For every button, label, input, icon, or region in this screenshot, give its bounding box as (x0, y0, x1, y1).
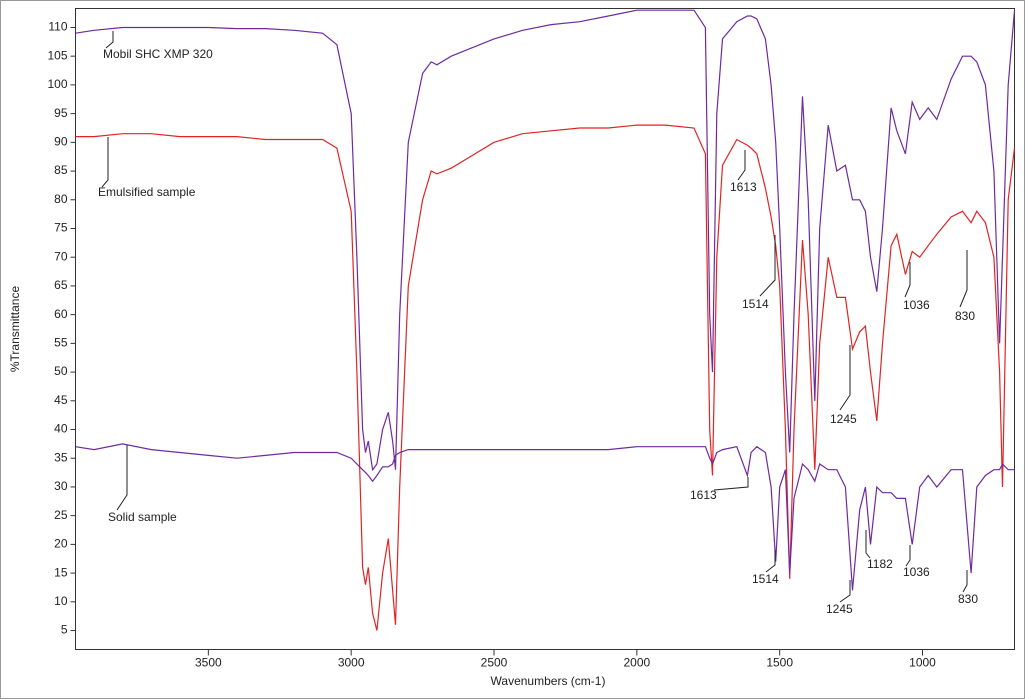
y-tick-label: 95 (54, 106, 68, 120)
y-tick-label: 35 (54, 450, 68, 464)
peak-label: 1613 (690, 488, 717, 502)
y-tick-label: 110 (48, 20, 67, 34)
y-tick-label: 75 (54, 221, 68, 235)
y-tick-label: 60 (54, 307, 68, 321)
leader-line (101, 137, 109, 188)
spectrum-line (75, 9, 1016, 472)
leader-line (865, 530, 871, 559)
peak-label: 1182 (867, 557, 893, 571)
peak-label: 1245 (826, 602, 853, 616)
leader-line (105, 31, 114, 49)
y-tick-label: 55 (54, 336, 68, 350)
y-tick-label: 90 (54, 135, 68, 149)
leader-line (116, 445, 128, 511)
y-tick-label: 10 (54, 594, 68, 608)
y-axis-label: %Transmittance (8, 286, 22, 373)
y-tick-label: 40 (54, 422, 68, 436)
peak-label: 1613 (730, 180, 757, 194)
leader-line (839, 345, 851, 411)
series-label: Mobil SHC XMP 320 (103, 47, 213, 61)
y-tick-label: 85 (54, 163, 68, 177)
peak-label: 1036 (903, 298, 930, 312)
y-tick-label: 70 (54, 249, 68, 263)
y-tick-label: 20 (54, 537, 68, 551)
leader-line (737, 150, 746, 181)
x-tick-label: 3000 (338, 656, 365, 670)
leader-line (759, 235, 776, 297)
y-tick-label: 100 (47, 77, 67, 91)
leader-line (713, 477, 749, 491)
peak-label: 1245 (830, 412, 857, 426)
leader-line (904, 262, 911, 298)
x-tick-label: 1000 (909, 656, 936, 670)
y-tick-label: 65 (54, 278, 68, 292)
y-tick-label: 30 (54, 479, 68, 493)
leader-line (905, 545, 911, 567)
peak-label: 830 (958, 592, 978, 606)
leader-line (765, 550, 776, 573)
x-tick-label: 3500 (195, 656, 222, 670)
peak-label: 1036 (903, 565, 930, 579)
y-tick-label: 80 (54, 192, 68, 206)
leader-line (962, 570, 968, 593)
peak-label: 1514 (742, 297, 769, 311)
x-tick-label: 1500 (766, 656, 793, 670)
x-tick-label: 2000 (623, 656, 650, 670)
y-tick-label: 45 (54, 393, 68, 407)
peak-label: 1514 (752, 572, 779, 586)
peak-label: 830 (955, 309, 975, 323)
y-tick-label: 5 (61, 623, 68, 637)
plot-frame (75, 8, 1015, 650)
y-tick-label: 50 (54, 364, 68, 378)
y-tick-label: 105 (47, 48, 67, 62)
y-tick-label: 25 (54, 508, 68, 522)
leader-line (959, 250, 968, 308)
y-tick-label: 15 (54, 565, 68, 579)
x-axis-label: Wavenumbers (cm-1) (491, 674, 606, 688)
x-tick-label: 2500 (481, 656, 508, 670)
spectrum-line (75, 124, 1016, 631)
series-label: Emulsified sample (98, 185, 196, 199)
series-label: Solid sample (108, 510, 177, 524)
spectrum-line (75, 443, 1015, 591)
leader-line (839, 580, 851, 603)
